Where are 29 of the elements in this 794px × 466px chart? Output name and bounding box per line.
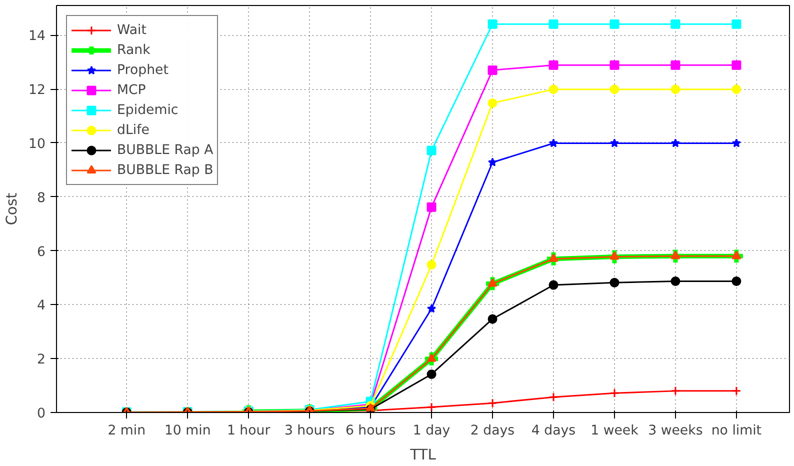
x-tick-label: 1 day (412, 424, 450, 438)
x-tick-label: 1 hour (226, 424, 271, 438)
x-tick-label: 3 weeks (648, 424, 703, 438)
legend-label: BUBBLE Rap B (117, 162, 214, 178)
y-tick-label: 6 (37, 244, 46, 260)
x-tick-label: 2 days (470, 424, 515, 438)
y-tick-label: 0 (37, 406, 46, 422)
legend-label: dLife (117, 122, 150, 138)
y-tick-label: 8 (37, 190, 46, 206)
x-tick-label: 10 min (164, 424, 211, 438)
y-axis-title: Cost (4, 192, 21, 226)
x-tick-label: 6 hours (345, 424, 396, 438)
legend-label: Rank (117, 42, 150, 58)
legend-label: BUBBLE Rap A (117, 142, 214, 158)
x-tick-label: 2 min (108, 424, 146, 438)
x-tick-label: no limit (711, 424, 762, 438)
x-tick-label: 3 hours (284, 424, 335, 438)
legend-label: MCP (117, 82, 146, 98)
y-tick-label: 12 (28, 83, 46, 98)
y-tick-label: 4 (37, 298, 46, 314)
x-axis-title: TTL (409, 446, 437, 464)
x-tick-label: 4 days (531, 424, 576, 438)
x-tick-label: 1 week (590, 424, 639, 438)
y-tick-label: 2 (37, 352, 46, 368)
legend-label: Epidemic (117, 102, 178, 118)
y-tick-label: 10 (28, 136, 46, 152)
legend-label: Wait (117, 22, 146, 38)
y-tick-label: 14 (28, 29, 46, 44)
legend-label: Prophet (117, 62, 168, 78)
